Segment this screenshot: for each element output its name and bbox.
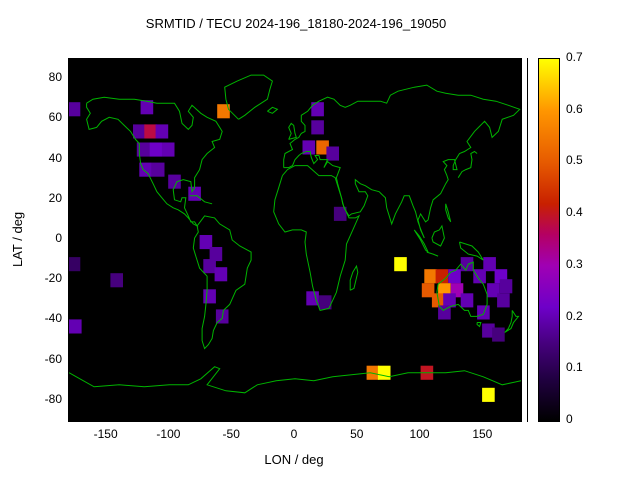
y-tick-label: 60	[48, 110, 62, 125]
y-tick-label: -80	[44, 391, 62, 406]
colorbar-tick-label: 0.4	[566, 205, 583, 220]
heatmap-cell	[151, 162, 165, 177]
heatmap-cell	[199, 235, 213, 250]
coastline	[189, 195, 213, 205]
heatmap-cell	[492, 327, 505, 342]
heatmap-cell	[326, 146, 339, 161]
y-tick-label: 0	[55, 231, 62, 245]
coastline	[504, 310, 520, 333]
y-tick-label: -40	[44, 311, 62, 326]
heatmap-cell	[424, 269, 437, 284]
heatmap-cell	[155, 124, 169, 139]
coastline	[476, 322, 482, 328]
y-tick-label: 80	[48, 70, 62, 85]
heatmap-cell	[460, 257, 474, 272]
colorbar-tick-label: 0.1	[566, 360, 583, 375]
colorbar-tick-label: 0	[566, 412, 573, 426]
heatmap-cell	[443, 293, 456, 308]
heatmap-cell	[482, 387, 495, 402]
heatmap-cell	[110, 273, 123, 288]
colorbar-tick-label: 0.7	[566, 50, 583, 64]
x-tick-label: 150	[472, 427, 493, 441]
heatmap-cell	[133, 124, 146, 139]
y-tick-label: 20	[48, 190, 62, 205]
heatmap-cell	[139, 162, 152, 177]
x-tick-label: -150	[93, 427, 118, 441]
heatmap-cell	[477, 305, 490, 320]
x-tick-label: 50	[350, 427, 364, 441]
colorbar-tick-label: 0.5	[566, 153, 583, 168]
heatmap-cell	[499, 279, 513, 294]
heatmap-cell	[483, 257, 496, 272]
x-tick-label: -50	[222, 427, 240, 441]
heatmap-cell	[460, 293, 474, 308]
coastline	[426, 251, 439, 257]
heatmap-cell	[473, 269, 486, 284]
heatmap-cell	[316, 140, 329, 155]
coastline	[445, 203, 452, 223]
heatmap-cell	[69, 102, 81, 117]
heatmap-cell	[69, 257, 81, 272]
world-map-svg	[69, 74, 521, 402]
colorbar-tick-label: 0.6	[566, 101, 583, 116]
heatmap-cell	[333, 206, 347, 221]
heatmap-cell	[435, 269, 449, 284]
coastline	[413, 229, 429, 253]
plot-right-rule	[527, 58, 528, 422]
coastline	[224, 74, 273, 120]
x-axis-label: LON / deg	[264, 452, 324, 467]
heatmap-cell	[161, 142, 175, 157]
heatmap-cell	[217, 104, 230, 119]
heatmap-cell	[306, 291, 319, 306]
heatmap-cell	[394, 257, 407, 272]
heatmap-cell	[214, 267, 228, 282]
heatmap-cell	[302, 140, 316, 155]
heatmap-cell	[497, 293, 510, 308]
heatmap-cell	[318, 295, 332, 310]
coastline	[349, 264, 359, 291]
heatmap-cell	[377, 365, 391, 380]
y-tick-label: -20	[44, 271, 62, 286]
heatmap-cell	[203, 289, 216, 304]
heatmap-cell	[144, 124, 157, 139]
coastline	[431, 224, 445, 247]
coastline	[459, 241, 484, 261]
heatmap-cell	[136, 142, 150, 157]
colorbar-tick-label: 0.2	[566, 308, 583, 323]
coastline	[288, 122, 297, 140]
colorbar-tick-label: 0.3	[566, 256, 583, 271]
x-tick-label: 0	[290, 427, 298, 441]
y-tick-label: 40	[48, 150, 62, 165]
heatmap-cell	[311, 120, 324, 135]
heatmap-cell	[209, 247, 223, 262]
heatmap-cell	[421, 283, 435, 298]
map-plot-area	[68, 58, 522, 422]
x-tick-label: 100	[409, 427, 430, 441]
coastline	[273, 165, 361, 311]
colorbar-gradient	[538, 58, 560, 422]
heatmap-cell	[366, 365, 380, 380]
chart-title: SRMTID / TECU 2024-196_18180-2024-196_19…	[145, 16, 447, 31]
heatmap-cell	[482, 323, 495, 338]
coastline	[192, 215, 252, 350]
heatmap-cell	[188, 186, 201, 201]
heatmap-cell	[168, 174, 181, 189]
heatmap-cell	[140, 100, 154, 115]
coastline	[283, 84, 521, 239]
heatmap-cell	[203, 259, 216, 274]
heatmap-cell	[149, 142, 162, 157]
coastline	[457, 150, 478, 178]
heatmap-cell	[448, 269, 461, 284]
coastline	[69, 366, 521, 394]
coastline	[436, 261, 488, 317]
coastline	[267, 106, 279, 114]
y-tick-label: -60	[44, 351, 62, 366]
heatmap-cell	[69, 319, 82, 334]
x-tick-label: -100	[156, 427, 181, 441]
heatmap-cell	[487, 283, 500, 298]
heatmap-cell	[311, 102, 324, 117]
coastline	[86, 96, 223, 228]
